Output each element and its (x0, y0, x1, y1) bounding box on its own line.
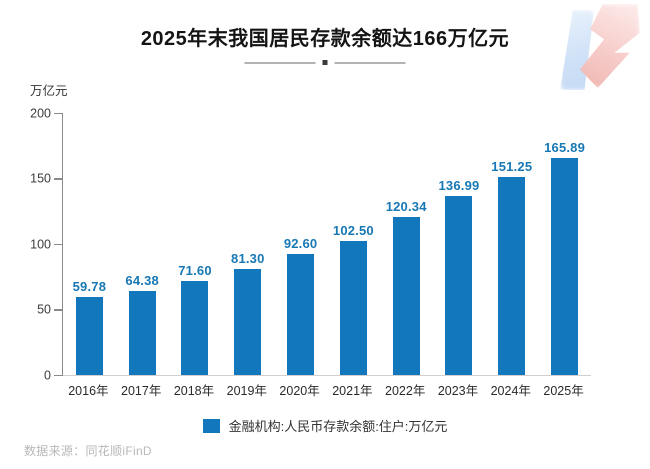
x-axis-label: 2020年 (279, 384, 320, 398)
x-axis-label: 2017年 (121, 384, 162, 398)
y-axis-unit-label: 万亿元 (30, 84, 68, 98)
x-axis-label: 2024年 (490, 384, 531, 398)
y-axis-tick (54, 374, 63, 376)
divider-line-left (244, 61, 316, 64)
x-axis-label: 2021年 (332, 384, 373, 398)
bar (551, 157, 579, 375)
title-divider (244, 60, 406, 65)
y-axis-tick (54, 178, 63, 180)
bar (392, 217, 420, 375)
y-axis-tick-label: 0 (44, 367, 51, 382)
bar-value-label: 71.60 (178, 263, 212, 279)
bar-column: 120.34 (380, 113, 433, 375)
bar (234, 268, 262, 375)
bar (339, 240, 367, 375)
y-axis-tick-label: 200 (30, 105, 51, 120)
brand-watermark (554, 4, 642, 100)
bar (75, 296, 103, 375)
bar-column: 81.30 (221, 113, 274, 375)
x-axis-label: 2022年 (385, 384, 426, 398)
divider-dot (322, 60, 328, 65)
plot-area: 59.78 64.38 71.60 81.30 92.60 102.50 120.34 136… (30, 107, 591, 381)
bars: 59.78 64.38 71.60 81.30 92.60 102.50 120.34 136… (63, 113, 591, 375)
chart-title: 2025年末我国居民存款余额达166万亿元 (140, 28, 510, 50)
y-axis-tick-label: 100 (30, 236, 51, 251)
data-source-label: 数据来源：同花顺iFinD (24, 444, 152, 458)
bar-value-label: 64.38 (125, 272, 159, 288)
x-axis-label: 2018年 (173, 384, 215, 398)
y-axis-tick-label: 50 (37, 302, 51, 317)
bar-value-label: 59.78 (72, 278, 107, 294)
bar-value-label: 151.25 (491, 158, 533, 174)
y-axis-tick (54, 309, 63, 311)
y-axis-tick-label: 150 (30, 171, 51, 186)
bar (287, 253, 315, 375)
y-axis-tick (54, 243, 63, 245)
bar-value-label: 165.89 (544, 139, 586, 155)
bar-column: 64.38 (116, 113, 169, 375)
bar (181, 281, 209, 375)
x-axis-label: 2016年 (68, 384, 109, 398)
bar-value-label: 92.60 (283, 235, 318, 251)
divider-line-right (334, 61, 406, 64)
bar-value-label: 120.34 (385, 199, 427, 215)
bar-column: 136.99 (433, 113, 486, 375)
x-axis-label: 2025年 (543, 384, 584, 398)
bar-column: 151.25 (485, 113, 538, 375)
bar-column: 102.50 (327, 113, 380, 375)
y-axis-tick (54, 112, 63, 114)
legend-label: 金融机构:人民币存款余额:住户:万亿元 (228, 419, 448, 434)
bar-column: 71.60 (169, 113, 222, 375)
bar (445, 195, 473, 375)
x-axis-label: 2019年 (226, 384, 267, 398)
legend: 金融机构:人民币存款余额:住户:万亿元 (0, 416, 650, 435)
bar-value-label: 81.30 (231, 250, 265, 266)
bar-value-label: 136.99 (438, 177, 480, 193)
x-axis-label: 2023年 (437, 384, 479, 398)
bar-column: 92.60 (274, 113, 327, 375)
x-axis-labels: 2016年 2017年 2018年 2019年 2020年 2021年 2022年 2023年… (62, 380, 590, 399)
legend-swatch-icon (202, 418, 220, 433)
bar (498, 176, 526, 375)
bar-column: 165.89 (538, 113, 591, 375)
bar (128, 290, 156, 375)
bar-column: 59.78 (63, 113, 116, 375)
bar-value-label: 102.50 (332, 222, 374, 238)
